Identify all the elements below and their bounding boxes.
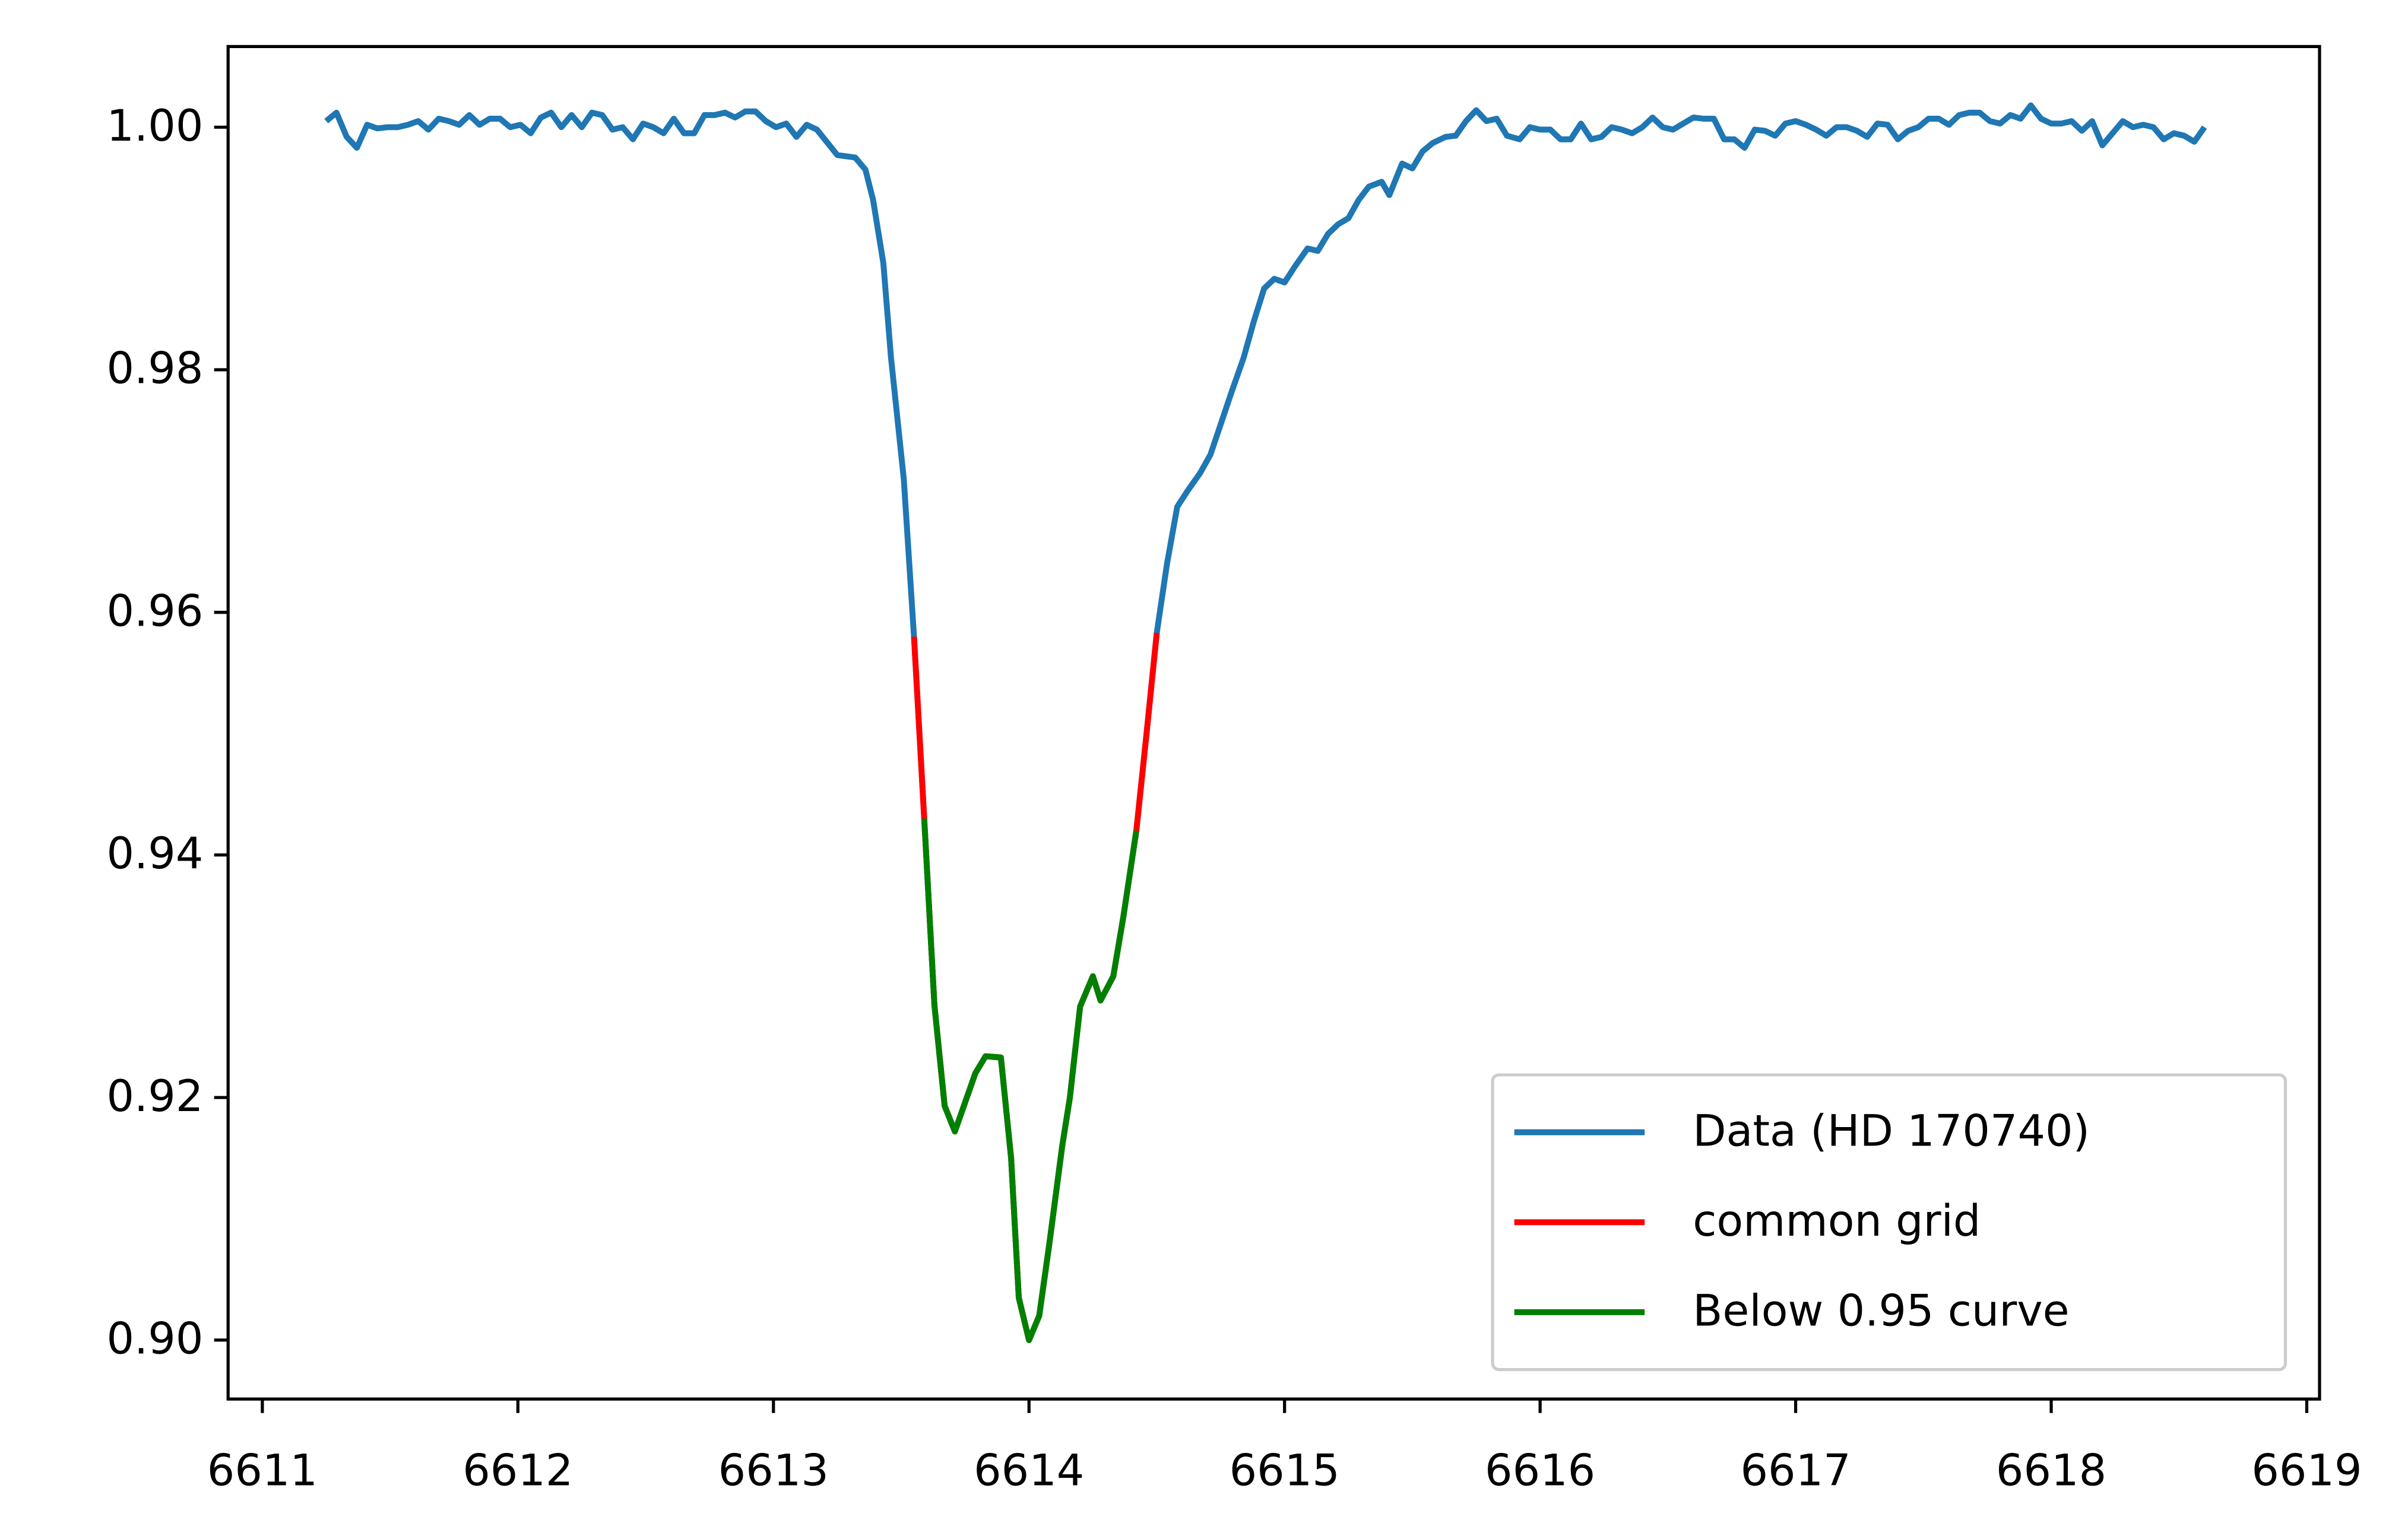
x-tick-label: 6617 xyxy=(1740,1446,1851,1496)
legend-box xyxy=(1491,1073,2287,1372)
y-tick-label: 0.96 xyxy=(106,586,203,636)
x-tick-label: 6615 xyxy=(1230,1446,1340,1496)
x-tick-label: 6619 xyxy=(2251,1446,2362,1496)
x-tick-label: 6612 xyxy=(462,1446,573,1496)
x-tick-label: 6611 xyxy=(207,1446,318,1496)
legend-label: common grid xyxy=(1693,1196,1981,1246)
x-tick-label: 6616 xyxy=(1485,1446,1595,1496)
y-tick-label: 0.94 xyxy=(106,829,203,879)
plot-frame xyxy=(226,45,2321,1401)
x-tick-label: 6618 xyxy=(1996,1446,2106,1496)
legend-label: Below 0.95 curve xyxy=(1693,1286,2069,1337)
x-tick-label: 6613 xyxy=(718,1446,829,1496)
data-line xyxy=(324,102,2207,1343)
legend-label: Data (HD 170740) xyxy=(1693,1106,2090,1156)
y-tick-label: 0.92 xyxy=(106,1071,203,1122)
y-tick-label: 1.00 xyxy=(106,101,203,151)
y-tick-label: 0.98 xyxy=(106,344,203,394)
x-tick-label: 6614 xyxy=(974,1446,1084,1496)
data-line xyxy=(921,818,1139,1343)
y-tick-label: 0.90 xyxy=(106,1314,203,1364)
